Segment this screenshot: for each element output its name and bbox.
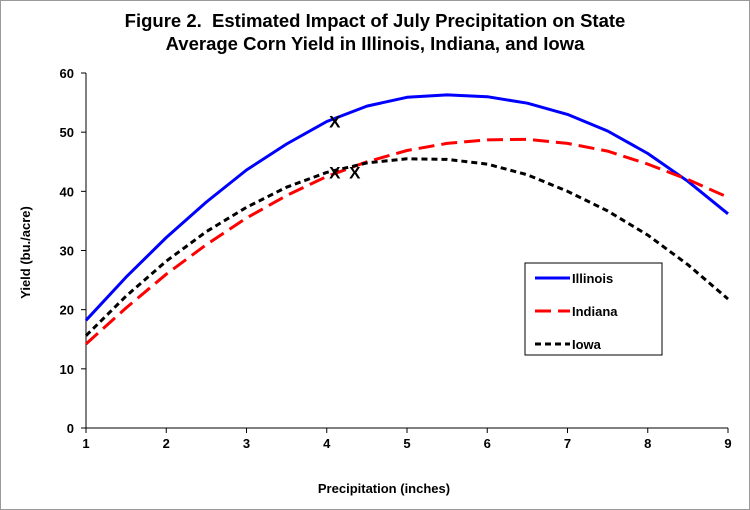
- legend-label: Indiana: [572, 304, 618, 319]
- x-tick-label: 1: [82, 436, 89, 451]
- x-axis-label: Precipitation (inches): [318, 481, 450, 496]
- x-tick-label: 8: [644, 436, 651, 451]
- x-tick-label: 5: [403, 436, 410, 451]
- y-tick-label: 50: [60, 125, 74, 140]
- legend-label: Illinois: [572, 271, 613, 286]
- point-marker: X: [329, 163, 341, 182]
- y-tick-label: 20: [60, 303, 74, 318]
- y-tick-label: 60: [60, 66, 74, 81]
- x-tick-label: 9: [724, 436, 731, 451]
- series-line-illinois: [84, 93, 729, 322]
- x-tick-label: 6: [484, 436, 491, 451]
- series-line-indiana: [84, 137, 729, 346]
- y-tick-label: 0: [67, 421, 74, 436]
- y-tick-label: 30: [60, 244, 74, 259]
- point-marker: X: [349, 163, 361, 182]
- y-axis-label: Yield (bu./acre): [18, 206, 33, 299]
- x-tick-label: 3: [243, 436, 250, 451]
- x-tick-label: 2: [163, 436, 170, 451]
- series-line-iowa: [84, 157, 729, 337]
- x-tick-label: 7: [564, 436, 571, 451]
- y-tick-label: 10: [60, 362, 74, 377]
- y-tick-label: 40: [60, 184, 74, 199]
- x-tick-label: 4: [323, 436, 331, 451]
- legend-label: Iowa: [572, 337, 602, 352]
- point-marker: X: [329, 113, 341, 132]
- chart-title: Figure 2. Estimated Impact of July Preci…: [124, 10, 626, 54]
